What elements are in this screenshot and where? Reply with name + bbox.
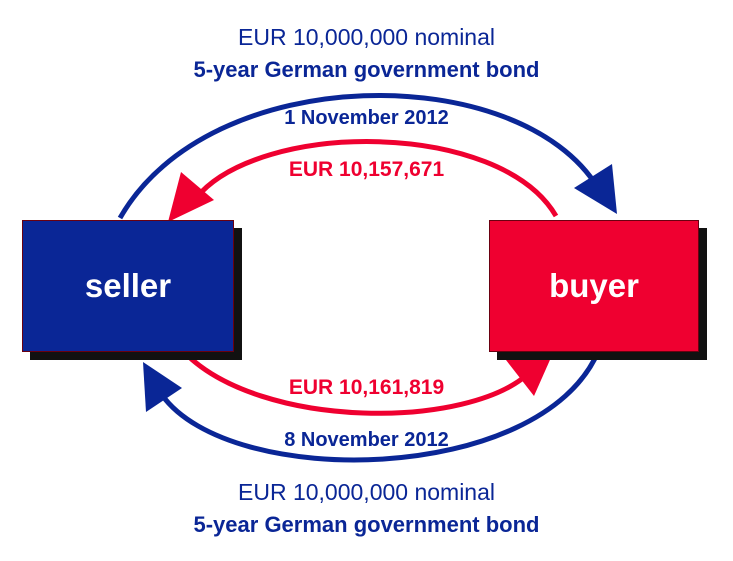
bond-flow-arrowhead-end xyxy=(143,362,182,412)
seller-label: seller xyxy=(84,267,172,304)
start-date-label: 1 November 2012 xyxy=(284,107,449,129)
cash-flow-arrow-start xyxy=(194,139,559,218)
top-nominal-label: EUR 10,000,000 nominal xyxy=(238,24,495,50)
seller-box: seller xyxy=(22,220,234,352)
cash-flow-arrow-end xyxy=(182,350,532,416)
bottom-bond-label: 5-year German government bond xyxy=(193,512,540,537)
end-date-label: 8 November 2012 xyxy=(284,429,449,451)
end-cash-label: EUR 10,161,819 xyxy=(288,376,445,399)
start-cash-label: EUR 10,157,671 xyxy=(288,158,445,181)
top-bond-label: 5-year German government bond xyxy=(193,57,540,82)
buyer-box: buyer xyxy=(489,220,699,352)
bond-flow-arrow-start xyxy=(117,93,601,220)
cash-flow-arrowhead-end xyxy=(506,344,557,396)
bond-flow-arrow-end xyxy=(159,350,601,463)
bond-flow-arrowhead-start xyxy=(574,164,617,214)
bottom-nominal-label: EUR 10,000,000 nominal xyxy=(238,479,495,505)
cash-flow-arrowhead-start xyxy=(168,172,214,222)
buyer-label: buyer xyxy=(549,267,639,304)
